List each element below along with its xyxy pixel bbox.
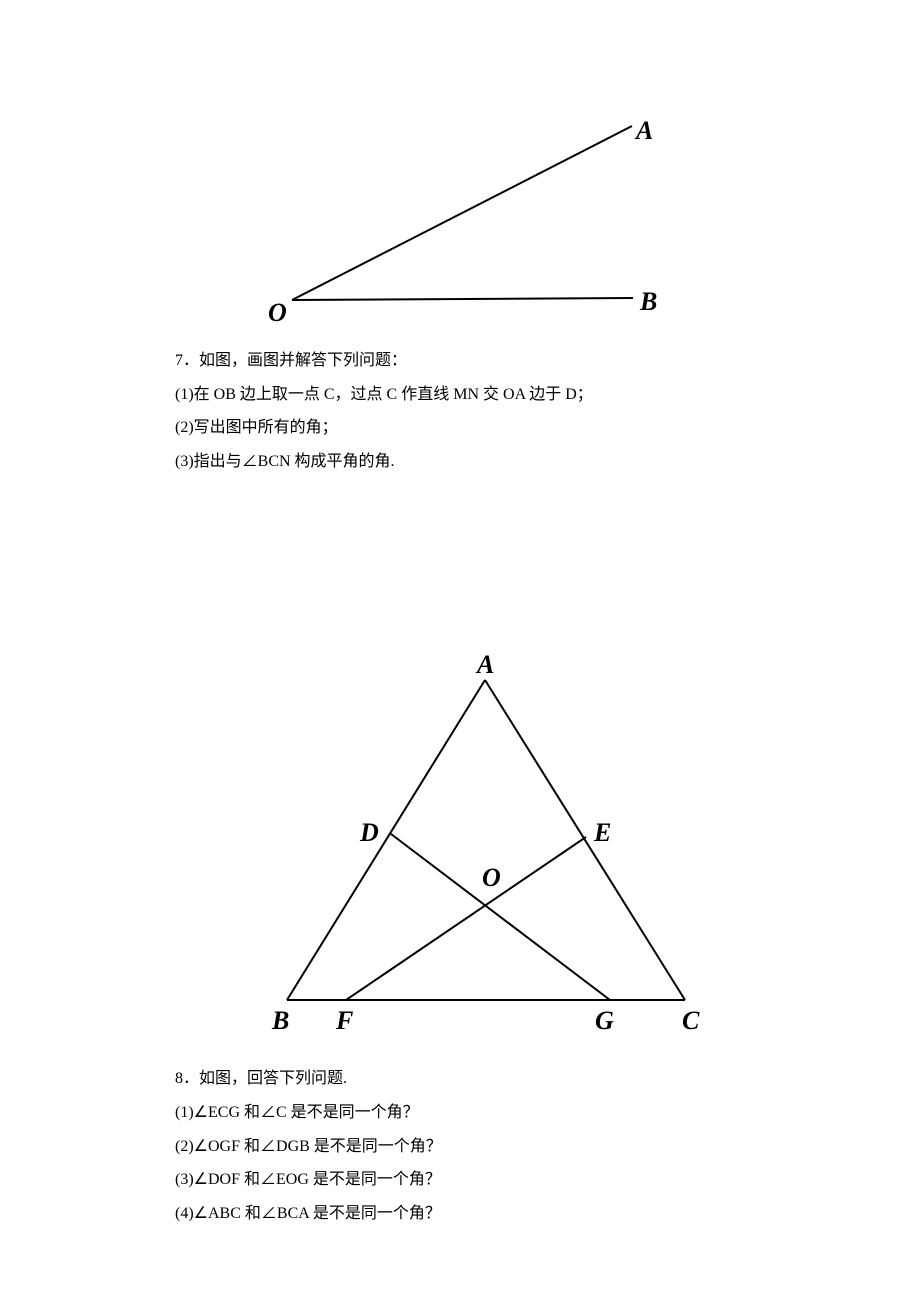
question-7-title: 7．如图，画图并解答下列问题： (175, 344, 820, 378)
label-A: A (636, 116, 653, 146)
label-B2: B (272, 1006, 289, 1036)
line-OB (292, 298, 633, 300)
label-O2: O (482, 863, 501, 893)
figure-1-container: O A B (0, 0, 920, 330)
label-D2: D (360, 818, 379, 848)
figure-2-container: A B C D E F G O (0, 648, 920, 1048)
question-7-block: 7．如图，画图并解答下列问题： (1)在 OB 边上取一点 C，过点 C 作直线… (0, 344, 920, 478)
question-8-block: 8．如图，回答下列问题. (1)∠ECG 和∠C 是不是同一个角？ (2)∠OG… (0, 1062, 920, 1230)
line-OA (292, 126, 632, 300)
label-C2: C (682, 1006, 699, 1036)
line-DG (391, 834, 610, 1000)
label-G2: G (595, 1006, 614, 1036)
line-AB (287, 680, 485, 1000)
question-8-item-2: (2)∠OGF 和∠DGB 是不是同一个角？ (175, 1130, 820, 1164)
label-B: B (640, 287, 657, 317)
label-F2: F (336, 1006, 353, 1036)
question-7-item-1: (1)在 OB 边上取一点 C，过点 C 作直线 MN 交 OA 边于 D； (175, 378, 820, 412)
question-8-item-1: (1)∠ECG 和∠C 是不是同一个角？ (175, 1096, 820, 1130)
line-AC (485, 680, 685, 1000)
label-A2: A (477, 650, 494, 680)
label-E2: E (594, 818, 611, 848)
line-EF (346, 837, 586, 1000)
figure-2-svg (0, 648, 920, 1048)
question-7-item-3: (3)指出与∠BCN 构成平角的角. (175, 445, 820, 479)
question-8-item-4: (4)∠ABC 和∠BCA 是不是同一个角？ (175, 1197, 820, 1231)
question-8-item-3: (3)∠DOF 和∠EOG 是不是同一个角？ (175, 1163, 820, 1197)
question-8-title: 8．如图，回答下列问题. (175, 1062, 820, 1096)
figure-1-svg (0, 0, 920, 330)
label-O: O (268, 298, 287, 328)
question-7-item-2: (2)写出图中所有的角； (175, 411, 820, 445)
